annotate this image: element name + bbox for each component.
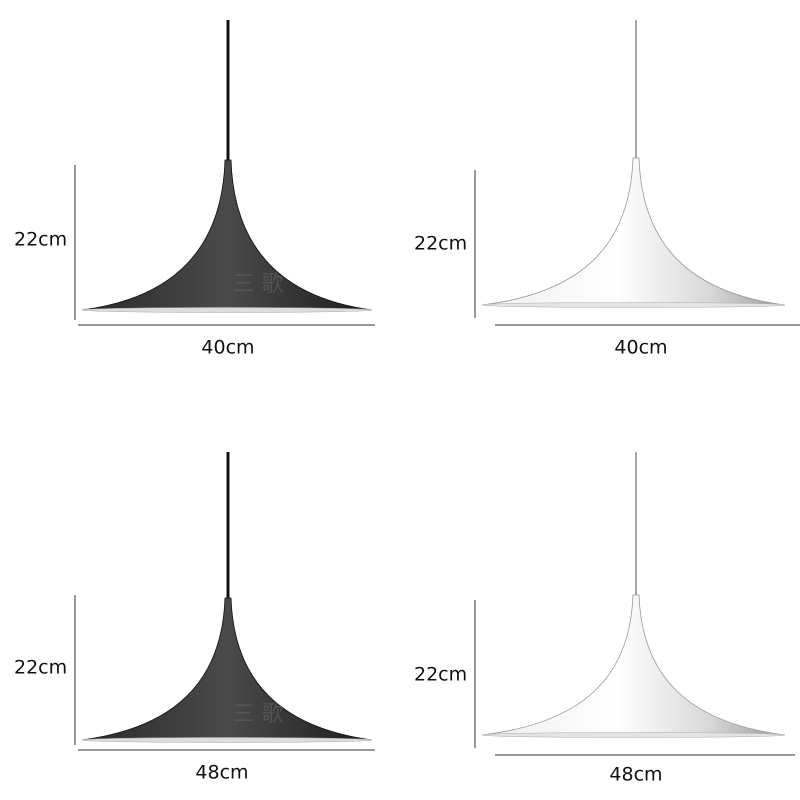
shade-rim xyxy=(481,302,786,308)
width-label: 40cm xyxy=(201,337,254,359)
width-label: 48cm xyxy=(195,762,248,784)
lamp-shade xyxy=(81,159,373,311)
height-label: 22cm xyxy=(14,229,67,251)
height-label: 22cm xyxy=(414,233,467,255)
watermark: 三 歌 xyxy=(233,272,284,297)
height-label: 22cm xyxy=(14,657,67,679)
lamp-shade xyxy=(481,594,786,736)
width-label: 48cm xyxy=(609,764,662,786)
height-label: 22cm xyxy=(414,664,467,686)
lamp-shade xyxy=(481,157,786,306)
shade-rim xyxy=(81,737,373,743)
shade-rim xyxy=(81,307,373,313)
shade-rim xyxy=(481,732,786,738)
watermark: 三 歌 xyxy=(233,702,284,727)
width-label: 40cm xyxy=(614,337,667,359)
lamp-shade xyxy=(81,597,373,741)
